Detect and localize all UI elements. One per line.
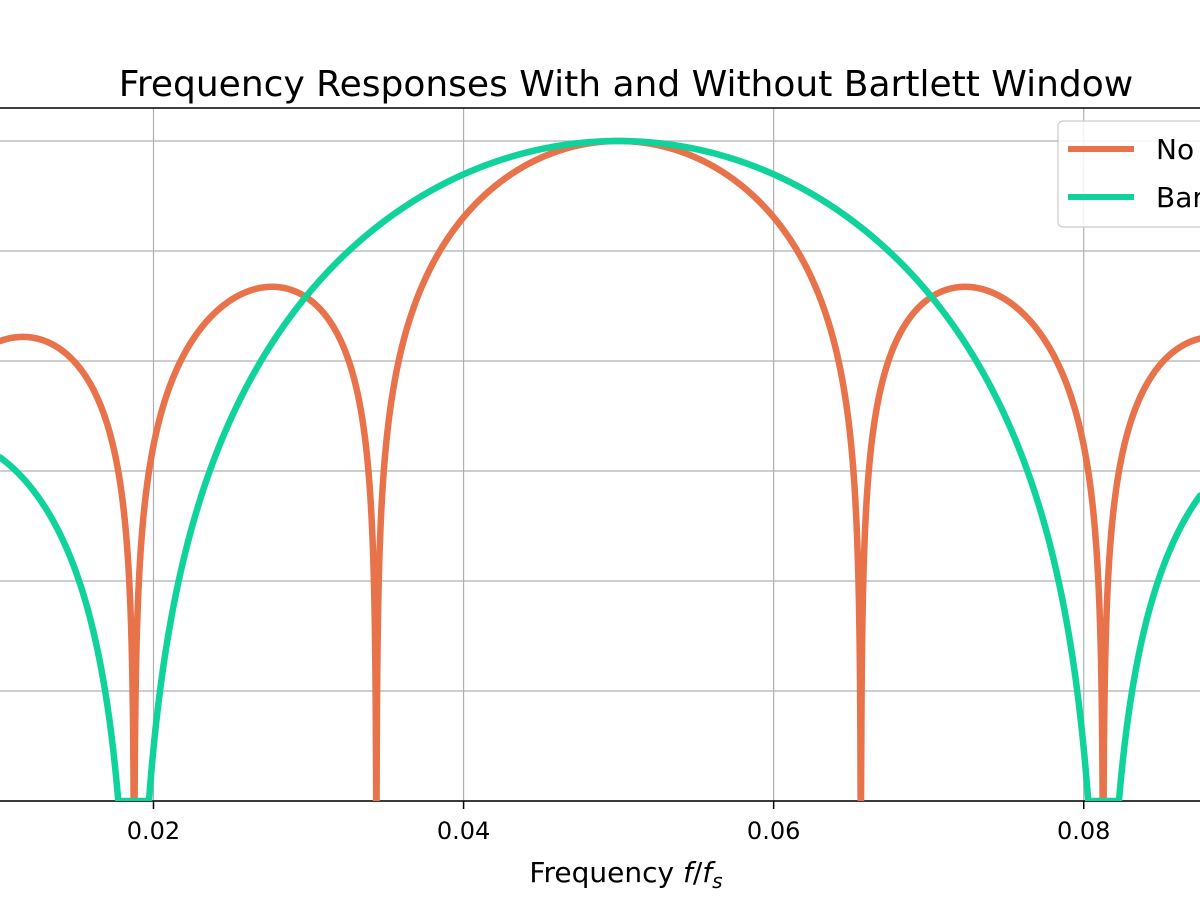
chart-title: Frequency Responses With and Without Bar… bbox=[119, 64, 1133, 105]
series-layer bbox=[0, 137, 1200, 801]
x-tick-label: 0.06 bbox=[747, 817, 800, 845]
x-axis-ticks: 0.02 0.04 0.06 0.08 bbox=[127, 801, 1110, 845]
x-tick-label: 0.04 bbox=[437, 817, 490, 845]
x-axis-label: Frequency f/fs bbox=[529, 856, 722, 893]
x-tick-label: 0.08 bbox=[1057, 817, 1110, 845]
x-tick-label: 0.02 bbox=[127, 817, 180, 845]
series-line-2 bbox=[0, 137, 1200, 801]
plot-frame bbox=[0, 107, 1200, 802]
legend: No Bar bbox=[1057, 120, 1200, 228]
legend-label-series-1: No bbox=[1156, 133, 1194, 166]
legend-label-series-2: Bar bbox=[1156, 181, 1200, 214]
